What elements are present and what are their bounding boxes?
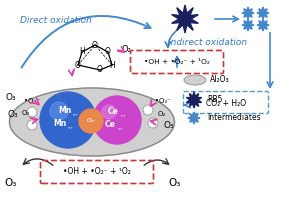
Ellipse shape xyxy=(184,75,206,85)
Polygon shape xyxy=(242,19,254,31)
Text: $^{n+}$: $^{n+}$ xyxy=(72,113,79,118)
Text: $^{n+}$: $^{n+}$ xyxy=(120,114,127,119)
Text: O₃: O₃ xyxy=(8,110,18,119)
Text: O₃: O₃ xyxy=(168,178,180,188)
Text: Indirect oxidation: Indirect oxidation xyxy=(168,38,247,47)
Text: O₃: O₃ xyxy=(4,178,16,188)
Circle shape xyxy=(40,92,96,148)
Circle shape xyxy=(102,105,116,119)
Text: $O_{br}$: $O_{br}$ xyxy=(86,117,96,125)
Circle shape xyxy=(27,120,37,130)
Polygon shape xyxy=(188,112,200,124)
Text: $^{n+}$: $^{n+}$ xyxy=(67,126,74,131)
Text: •O₂⁻: •O₂⁻ xyxy=(24,98,40,104)
Polygon shape xyxy=(257,19,269,31)
Text: O: O xyxy=(75,60,81,70)
Text: Ce: Ce xyxy=(105,120,115,129)
Text: CO₂ + H₂O: CO₂ + H₂O xyxy=(206,98,246,108)
Circle shape xyxy=(93,96,141,144)
Polygon shape xyxy=(257,7,269,19)
Text: O₃: O₃ xyxy=(22,110,30,116)
Text: Direct oxidation: Direct oxidation xyxy=(20,16,92,25)
Text: Intermediates: Intermediates xyxy=(207,114,261,122)
Text: •O₂⁻: •O₂⁻ xyxy=(155,98,171,104)
Polygon shape xyxy=(186,92,202,108)
Text: •OH + •O₂⁻ + ¹O₂: •OH + •O₂⁻ + ¹O₂ xyxy=(144,59,210,65)
Ellipse shape xyxy=(10,88,175,156)
Text: Al₂O₃: Al₂O₃ xyxy=(210,75,230,84)
Text: $^{n+}$: $^{n+}$ xyxy=(117,127,124,132)
Text: Ce: Ce xyxy=(108,107,118,116)
Text: Mn: Mn xyxy=(53,119,67,128)
Polygon shape xyxy=(172,5,198,33)
Circle shape xyxy=(79,109,103,133)
Text: •OH + •O₂⁻ + ¹O₂: •OH + •O₂⁻ + ¹O₂ xyxy=(63,168,131,176)
Circle shape xyxy=(27,107,37,117)
Text: H: H xyxy=(79,47,85,56)
Text: O: O xyxy=(105,47,111,56)
Circle shape xyxy=(148,118,158,128)
Text: O₂: O₂ xyxy=(122,45,132,54)
Polygon shape xyxy=(242,7,254,19)
Circle shape xyxy=(143,105,153,115)
Text: O: O xyxy=(92,40,98,49)
Text: O₃: O₃ xyxy=(6,93,17,102)
Circle shape xyxy=(50,102,68,120)
Text: Mn: Mn xyxy=(58,106,72,115)
Text: RB5: RB5 xyxy=(207,96,222,104)
Text: O: O xyxy=(97,66,103,74)
Text: O₂: O₂ xyxy=(158,111,166,117)
Text: O₃: O₃ xyxy=(163,121,174,130)
Text: H: H xyxy=(109,60,115,70)
